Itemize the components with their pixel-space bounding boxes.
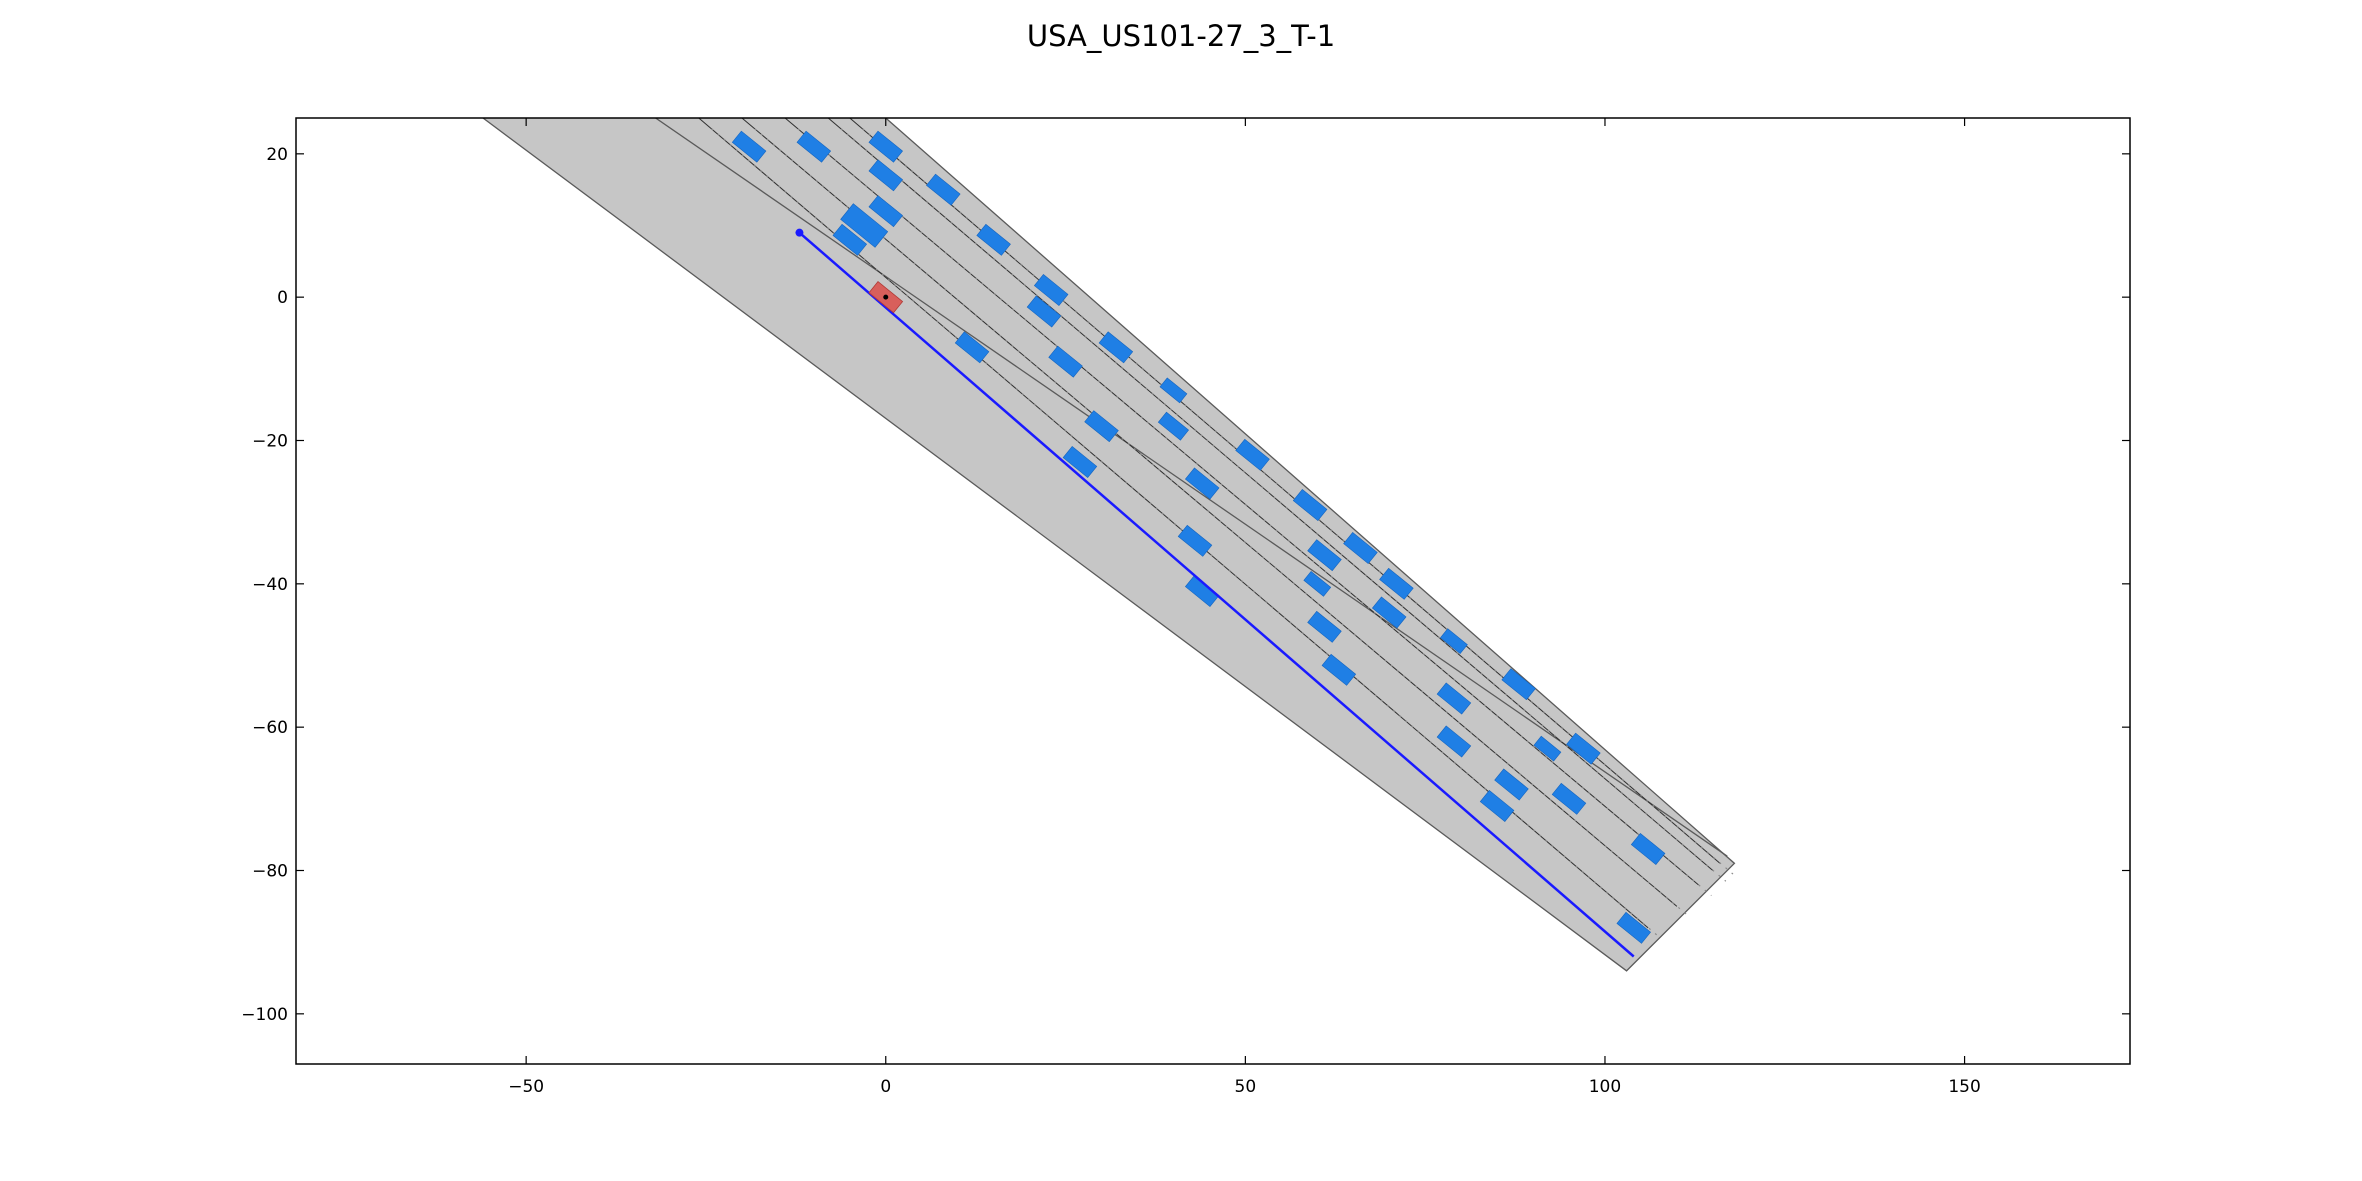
vehicle bbox=[1321, 653, 1357, 686]
vehicle bbox=[840, 203, 889, 248]
vehicle bbox=[1371, 596, 1407, 629]
lane-marking-dotted bbox=[797, 128, 1712, 897]
y-tick-label: −100 bbox=[241, 1005, 288, 1025]
y-tick-label: 20 bbox=[266, 145, 288, 165]
vehicle bbox=[1033, 274, 1069, 306]
vehicle bbox=[1436, 682, 1472, 715]
x-tick-label: 100 bbox=[1589, 1077, 1621, 1097]
vehicle bbox=[976, 223, 1011, 256]
x-tick-label: −50 bbox=[508, 1077, 544, 1097]
vehicle bbox=[1533, 735, 1562, 762]
vehicle bbox=[1307, 539, 1342, 572]
vehicle bbox=[832, 223, 868, 256]
vehicle bbox=[1235, 438, 1270, 471]
vehicle bbox=[1303, 570, 1332, 597]
y-tick-label: −80 bbox=[252, 862, 288, 882]
y-tick-label: −60 bbox=[252, 718, 288, 738]
vehicle bbox=[1184, 467, 1220, 500]
vehicle bbox=[1551, 782, 1587, 815]
vehicle bbox=[926, 173, 961, 206]
x-tick-label: 0 bbox=[880, 1077, 891, 1097]
vehicle bbox=[1062, 446, 1098, 478]
road-edge-right bbox=[482, 118, 1736, 972]
vehicle bbox=[868, 130, 904, 163]
vehicle bbox=[1479, 790, 1515, 822]
plot-frame bbox=[295, 117, 2131, 1065]
x-tick-label: 150 bbox=[1948, 1077, 1980, 1097]
vehicle bbox=[954, 331, 990, 364]
y-tick-label: −20 bbox=[252, 432, 288, 452]
vehicle bbox=[1159, 377, 1188, 404]
vehicle bbox=[1566, 732, 1601, 765]
planned-path bbox=[798, 231, 1635, 958]
vehicle bbox=[868, 195, 904, 228]
vehicle bbox=[1026, 295, 1062, 328]
vehicle bbox=[1343, 532, 1378, 564]
vehicle bbox=[1292, 489, 1328, 521]
vehicle bbox=[1098, 331, 1134, 364]
lane-line bbox=[741, 118, 1678, 907]
y-axis: 20 0 −20 −40 −60 −80 −100 bbox=[241, 145, 2130, 1025]
vehicle bbox=[1048, 345, 1083, 378]
vehicle bbox=[1084, 410, 1119, 443]
vehicle bbox=[1630, 833, 1666, 865]
plot-layer bbox=[482, 118, 1736, 972]
road-edge-left bbox=[655, 118, 1728, 857]
vehicle bbox=[1157, 411, 1190, 441]
vehicle bbox=[1436, 725, 1472, 758]
planned-path-start bbox=[795, 228, 804, 237]
vehicle bbox=[731, 130, 767, 163]
x-tick-label: 50 bbox=[1235, 1077, 1257, 1097]
vehicle bbox=[1501, 668, 1536, 701]
vehicle bbox=[1440, 628, 1468, 655]
vehicle bbox=[796, 130, 832, 163]
lane-marking-dotted bbox=[840, 128, 1727, 882]
y-tick-label: 0 bbox=[277, 288, 288, 308]
y-tick-label: −40 bbox=[252, 575, 288, 595]
vehicle bbox=[868, 159, 904, 192]
vehicle bbox=[1494, 768, 1529, 801]
vehicle bbox=[1616, 911, 1651, 944]
vehicle bbox=[1379, 567, 1414, 600]
vehicle bbox=[1177, 524, 1213, 557]
vehicle bbox=[1307, 610, 1342, 643]
road-surface bbox=[482, 118, 1735, 971]
chart-title: USA_US101-27_3_T-1 bbox=[1027, 19, 1335, 53]
x-axis: −50 0 50 100 150 bbox=[508, 118, 1981, 1097]
ego-vehicle-center bbox=[883, 294, 889, 300]
